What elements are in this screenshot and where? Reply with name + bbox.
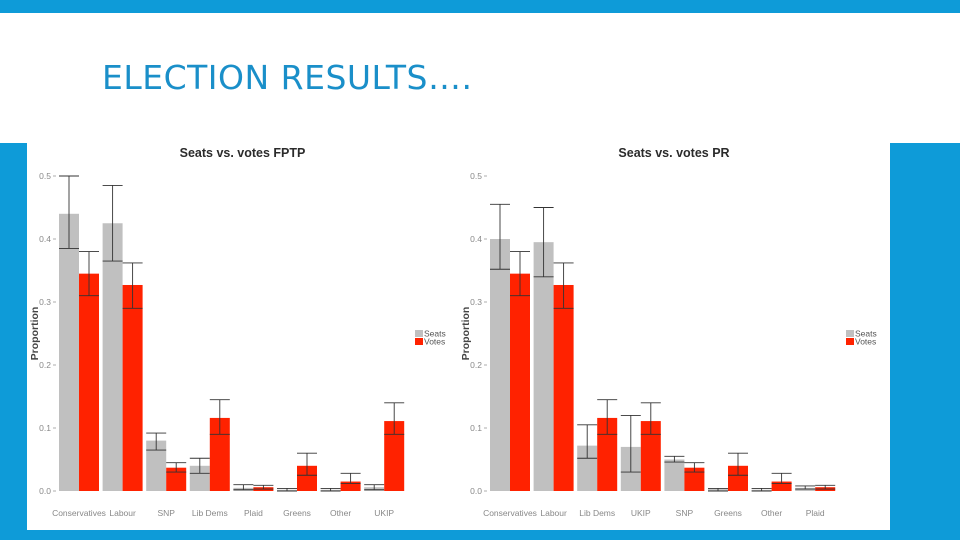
y-tick-label: 0.1 <box>39 423 51 433</box>
y-tick-label: 0.0 <box>39 486 51 496</box>
bar-seats-labour <box>533 242 554 491</box>
y-tick-label: 0.3 <box>470 297 482 307</box>
bar-votes-snp <box>684 467 705 491</box>
y-tick-label: 0.1 <box>470 423 482 433</box>
bar-votes-ukip <box>384 421 405 491</box>
bar-seats-lib-dems <box>189 465 210 491</box>
x-category-label: Plaid <box>244 508 263 518</box>
legend-swatch-votes <box>415 338 423 345</box>
bar-seats-labour <box>102 223 123 491</box>
x-category-label: Other <box>761 508 782 518</box>
legend-swatch-votes <box>846 338 854 345</box>
top-accent-bar <box>0 0 960 13</box>
bar-votes-other <box>771 481 792 491</box>
bar-votes-other <box>340 481 361 491</box>
chart-fptp-svg: Seats vs. votes FPTP Proportion 0.0 0.1 0.2 0… <box>29 146 446 518</box>
y-tick-label: 0.2 <box>470 360 482 370</box>
chart-pr-svg: Seats vs. votes PR Proportion 0.0 0.1 0.2 0.3… <box>460 146 877 518</box>
bar-votes-ukip <box>640 421 661 491</box>
bar-seats-lib-dems <box>577 445 598 491</box>
y-tick-label: 0.3 <box>39 297 51 307</box>
x-category-label: Lib Dems <box>579 508 615 518</box>
x-category-label: Lib Dems <box>192 508 228 518</box>
chart-pr: Seats vs. votes PR Proportion 0.0 0.1 0.2 0.3… <box>458 143 890 530</box>
legend-label-votes: Votes <box>424 337 445 347</box>
x-category-label: UKIP <box>631 508 651 518</box>
legend-label-votes: Votes <box>855 337 876 347</box>
chart-title: Seats vs. votes FPTP <box>180 146 306 160</box>
bar-votes-greens <box>728 465 748 491</box>
x-category-label: Greens <box>714 508 742 518</box>
chart-fptp: Seats vs. votes FPTP Proportion 0.0 0.1 0.2 0… <box>27 143 458 530</box>
slide-title: ELECTION RESULTS…. <box>102 58 473 97</box>
bar-votes-conservatives <box>510 273 530 491</box>
bottom-accent-strip <box>27 530 890 540</box>
x-category-label: Other <box>330 508 351 518</box>
bar-seats-snp <box>146 440 167 491</box>
x-category-label: Conservatives <box>52 508 106 518</box>
x-category-label: Greens <box>283 508 311 518</box>
legend-label-seats: Seats <box>855 329 877 339</box>
y-tick-label: 0.5 <box>39 171 51 181</box>
bar-seats-conservatives <box>490 239 510 491</box>
y-axis-label: Proportion <box>460 307 472 361</box>
y-tick-label: 0.2 <box>39 360 51 370</box>
x-category-label: SNP <box>676 508 694 518</box>
legend-swatch-seats <box>415 330 423 337</box>
bar-seats-conservatives <box>59 213 79 492</box>
bar-votes-lib-dems <box>209 417 230 491</box>
legend-swatch-seats <box>846 330 854 337</box>
bar-votes-snp <box>166 467 187 491</box>
y-axis-label: Proportion <box>29 307 41 361</box>
bar-seats-snp <box>664 459 685 491</box>
bar-votes-labour <box>553 284 574 491</box>
y-tick-label: 0.0 <box>470 486 482 496</box>
bar-votes-conservatives <box>79 273 99 491</box>
x-category-label: UKIP <box>374 508 394 518</box>
bar-votes-labour <box>122 284 143 491</box>
chart-title: Seats vs. votes PR <box>618 146 729 160</box>
y-tick-label: 0.5 <box>470 171 482 181</box>
x-category-label: Labour <box>540 508 567 518</box>
x-category-label: Conservatives <box>483 508 537 518</box>
y-tick-label: 0.4 <box>470 234 482 244</box>
x-category-label: Labour <box>109 508 136 518</box>
left-accent-bar <box>0 143 27 540</box>
legend-label-seats: Seats <box>424 329 446 339</box>
right-accent-bar <box>890 143 960 540</box>
x-category-label: SNP <box>157 508 175 518</box>
y-tick-label: 0.4 <box>39 234 51 244</box>
bar-votes-greens <box>297 465 317 491</box>
bar-votes-lib-dems <box>597 417 618 491</box>
x-category-label: Plaid <box>806 508 825 518</box>
